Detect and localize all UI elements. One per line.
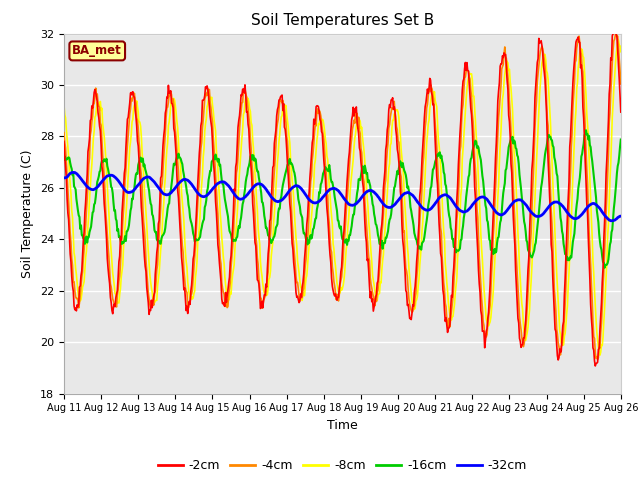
Y-axis label: Soil Temperature (C): Soil Temperature (C) [22,149,35,278]
X-axis label: Time: Time [327,419,358,432]
Title: Soil Temperatures Set B: Soil Temperatures Set B [251,13,434,28]
Legend: -2cm, -4cm, -8cm, -16cm, -32cm: -2cm, -4cm, -8cm, -16cm, -32cm [152,455,532,477]
Text: BA_met: BA_met [72,44,122,58]
